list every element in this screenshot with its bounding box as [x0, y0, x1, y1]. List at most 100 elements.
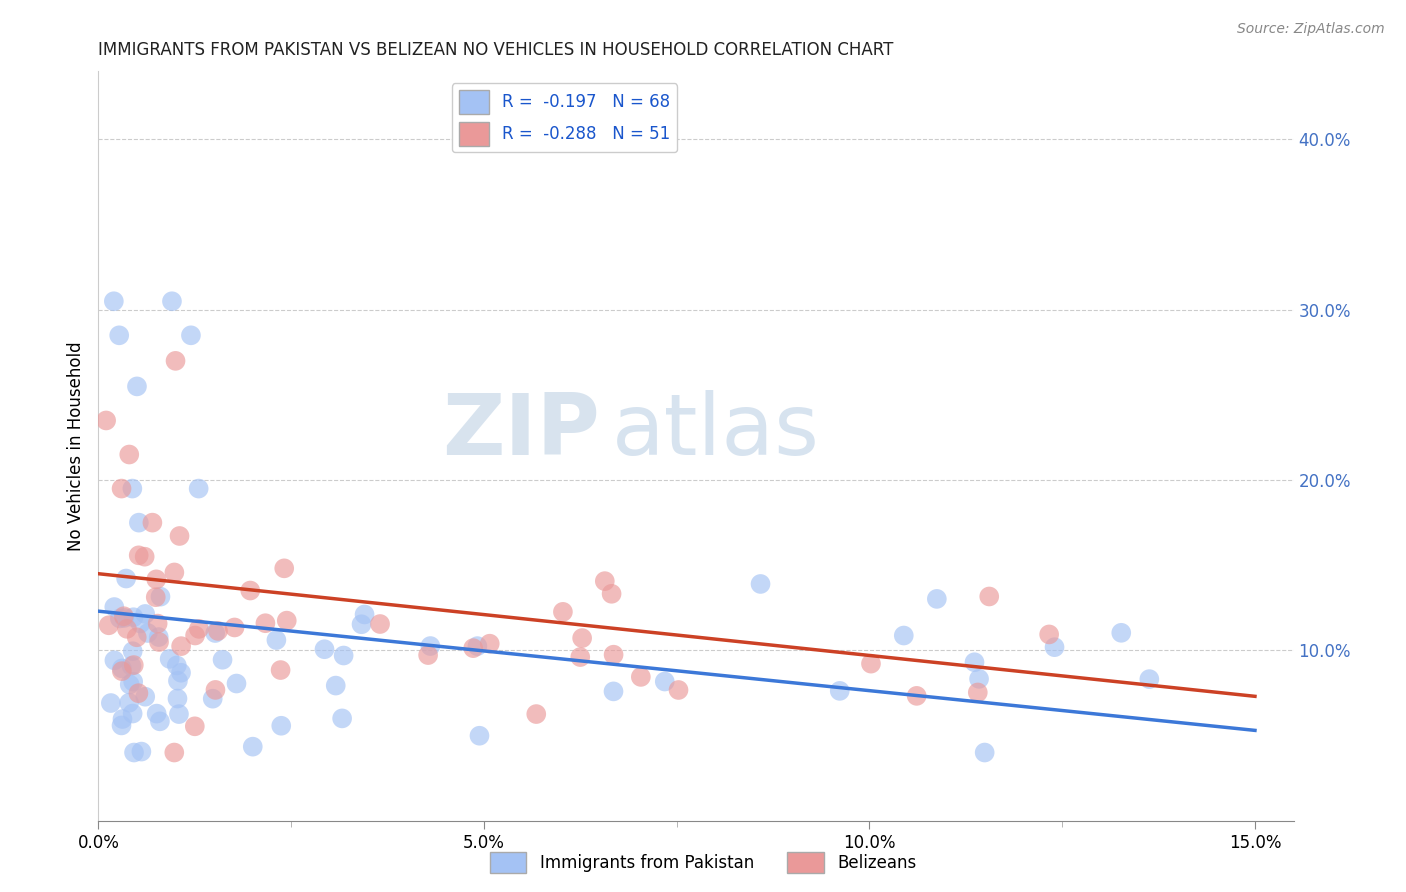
Point — [571, 631, 593, 645]
Point — [115, 572, 138, 586]
Point — [973, 746, 995, 760]
Point — [1043, 640, 1066, 655]
Point — [184, 628, 207, 642]
Text: atlas: atlas — [613, 390, 820, 473]
Point — [368, 617, 391, 632]
Point — [966, 685, 988, 699]
Point — [167, 707, 190, 722]
Point — [184, 719, 207, 733]
Point — [211, 653, 233, 667]
Point — [170, 639, 193, 653]
Point — [165, 354, 187, 368]
Point — [170, 665, 193, 680]
Point — [103, 294, 125, 309]
Point — [551, 605, 574, 619]
Point — [467, 639, 489, 653]
Point — [905, 689, 928, 703]
Point — [242, 739, 264, 754]
Point — [1038, 627, 1060, 641]
Point — [112, 609, 135, 624]
Point — [204, 682, 226, 697]
Point — [416, 648, 439, 662]
Point — [108, 611, 131, 625]
Point — [654, 674, 676, 689]
Point — [149, 590, 172, 604]
Point — [145, 591, 167, 605]
Point — [270, 663, 292, 677]
Point — [118, 448, 141, 462]
Point — [103, 653, 125, 667]
Point — [148, 635, 170, 649]
Point — [925, 591, 948, 606]
Point — [600, 587, 623, 601]
Point — [166, 691, 188, 706]
Point — [979, 590, 1001, 604]
Point — [145, 572, 167, 586]
Point — [893, 628, 915, 642]
Point — [167, 673, 190, 688]
Point — [266, 633, 288, 648]
Point — [463, 641, 485, 656]
Point — [122, 674, 145, 689]
Point — [103, 600, 125, 615]
Point — [131, 745, 153, 759]
Text: Source: ZipAtlas.com: Source: ZipAtlas.com — [1237, 22, 1385, 37]
Point — [239, 583, 262, 598]
Point — [111, 661, 134, 675]
Point — [122, 746, 145, 760]
Point — [828, 684, 851, 698]
Point — [224, 620, 246, 634]
Point — [180, 328, 202, 343]
Point — [270, 719, 292, 733]
Point — [122, 610, 145, 624]
Point — [134, 549, 156, 564]
Point — [630, 670, 652, 684]
Point — [145, 706, 167, 721]
Point — [350, 617, 373, 632]
Point — [121, 644, 143, 658]
Point — [121, 706, 143, 721]
Point — [146, 616, 169, 631]
Point — [134, 690, 156, 704]
Point — [148, 630, 170, 644]
Point — [353, 607, 375, 622]
Point — [166, 658, 188, 673]
Point — [141, 516, 163, 530]
Text: ZIP: ZIP — [443, 390, 600, 473]
Point — [276, 614, 298, 628]
Point — [127, 686, 149, 700]
Point — [254, 616, 277, 631]
Point — [111, 712, 134, 726]
Point — [1109, 625, 1132, 640]
Point — [128, 549, 150, 563]
Point — [129, 616, 152, 631]
Point — [325, 679, 347, 693]
Point — [110, 482, 132, 496]
Point — [125, 630, 148, 644]
Point — [330, 711, 353, 725]
Legend: R =  -0.197   N = 68, R =  -0.288   N = 51: R = -0.197 N = 68, R = -0.288 N = 51 — [453, 84, 676, 153]
Point — [136, 626, 159, 640]
Point — [100, 696, 122, 710]
Point — [478, 637, 501, 651]
Point — [125, 379, 148, 393]
Point — [149, 714, 172, 729]
Point — [122, 658, 145, 673]
Point — [134, 607, 156, 621]
Point — [121, 482, 143, 496]
Point — [169, 529, 191, 543]
Point — [593, 574, 616, 588]
Point — [112, 611, 135, 625]
Point — [128, 516, 150, 530]
Point — [225, 676, 247, 690]
Point — [1137, 672, 1160, 686]
Point — [94, 413, 117, 427]
Point — [163, 746, 186, 760]
Point — [468, 729, 491, 743]
Point — [332, 648, 354, 663]
Point — [859, 657, 882, 671]
Point — [963, 655, 986, 669]
Legend: Immigrants from Pakistan, Belizeans: Immigrants from Pakistan, Belizeans — [482, 846, 924, 880]
Point — [569, 650, 592, 665]
Point — [118, 696, 141, 710]
